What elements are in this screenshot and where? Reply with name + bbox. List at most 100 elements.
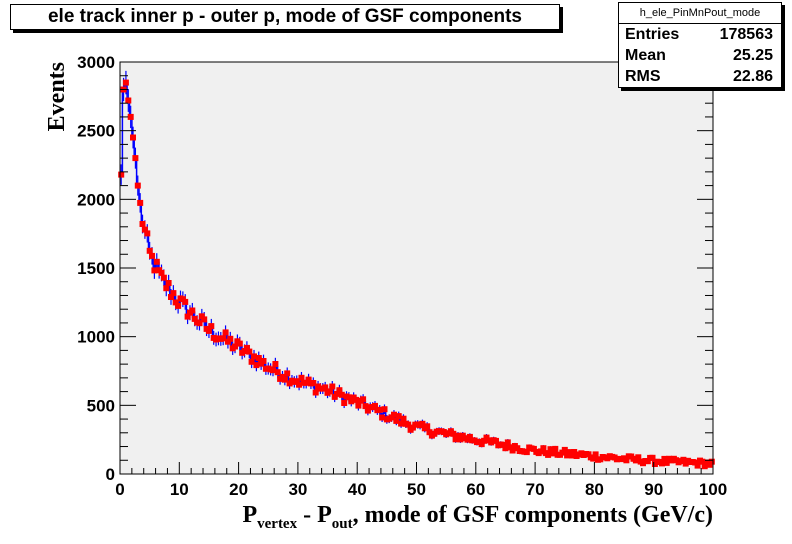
data-point <box>450 430 457 437</box>
data-point <box>182 298 189 305</box>
data-point <box>391 411 397 418</box>
data-point <box>284 370 291 377</box>
data-point <box>130 134 136 141</box>
x-tick-label: 100 <box>699 480 727 499</box>
data-point <box>564 452 571 459</box>
plot-frame <box>119 61 714 475</box>
data-point <box>246 348 253 355</box>
data-point <box>293 378 300 385</box>
x-tick-label: 80 <box>585 480 604 499</box>
data-point <box>163 285 170 292</box>
data-point <box>561 446 568 453</box>
plot-area <box>120 62 713 474</box>
data-point <box>509 447 516 454</box>
data-point <box>364 407 371 414</box>
data-point <box>571 449 578 455</box>
data-point <box>381 406 388 413</box>
data-point <box>623 457 630 464</box>
data-point <box>184 313 191 320</box>
data-point <box>353 396 359 403</box>
x-tick-label: 50 <box>407 480 426 499</box>
data-point <box>270 367 276 374</box>
data-point <box>125 97 132 104</box>
data-point <box>552 445 559 452</box>
stats-row-mean: Mean 25.25 <box>625 46 773 64</box>
data-point <box>137 199 144 206</box>
data-point <box>452 436 459 443</box>
data-point <box>345 394 352 401</box>
data-point <box>253 362 260 369</box>
data-point <box>310 380 317 386</box>
y-tick-label: 500 <box>87 396 115 415</box>
data-point <box>701 463 708 470</box>
data-point <box>549 450 556 457</box>
data-point <box>201 316 208 323</box>
y-tick-labels: 0 500 1000 1500 2000 2500 3000 <box>77 53 115 484</box>
y-tick-label: 2500 <box>77 122 115 141</box>
x-tick-label: 0 <box>115 480 124 499</box>
data-point <box>222 329 229 336</box>
data-point <box>523 449 530 456</box>
data-point <box>134 182 141 189</box>
data-point <box>151 267 158 274</box>
x-tick-label: 40 <box>348 480 367 499</box>
data-point <box>692 459 699 466</box>
data-point <box>260 358 267 364</box>
data-point <box>493 437 499 444</box>
data-point <box>122 79 129 86</box>
data-point <box>191 315 198 322</box>
data-point <box>232 343 238 350</box>
data-point <box>400 415 407 422</box>
y-tick-label: 0 <box>106 465 115 484</box>
data-point <box>699 458 706 465</box>
data-point <box>312 389 319 396</box>
y-axis-title: Events <box>44 62 70 131</box>
stats-histogram-name: h_ele_PinMnPout_mode <box>619 3 781 24</box>
data-point <box>341 400 348 406</box>
data-point <box>457 436 464 443</box>
data-point <box>336 387 343 394</box>
y-tick-label: 3000 <box>77 53 115 72</box>
data-point <box>118 171 125 178</box>
data-point <box>426 429 433 436</box>
y-tick-label: 2000 <box>77 190 115 209</box>
data-point <box>500 441 507 448</box>
x-axis-title: Pvertex - Pout, mode of GSF components (… <box>242 502 713 532</box>
data-point <box>680 456 687 463</box>
data-point <box>329 383 336 390</box>
data-point <box>478 441 485 448</box>
data-point <box>659 460 665 467</box>
data-point <box>281 376 288 383</box>
data-point <box>196 320 203 327</box>
data-point <box>649 454 656 461</box>
data-point <box>170 290 177 297</box>
data-point <box>322 384 329 391</box>
data-point <box>355 402 362 409</box>
data-point <box>241 348 248 354</box>
data-point <box>251 353 257 360</box>
data-point <box>334 390 340 397</box>
data-point <box>379 414 386 421</box>
data-point <box>590 455 597 462</box>
data-point <box>632 457 639 464</box>
chart-title-text: ele track inner p - outer p, mode of GSF… <box>47 6 522 27</box>
x-tick-label: 90 <box>644 480 663 499</box>
data-point <box>419 420 426 427</box>
data-point <box>168 294 174 300</box>
stats-box: h_ele_PinMnPout_mode Entries 178563 Mean 2… <box>618 2 782 88</box>
data-point <box>205 327 212 334</box>
data-point <box>132 155 139 162</box>
data-point <box>149 252 155 259</box>
data-point <box>255 355 262 361</box>
data-point <box>326 388 333 395</box>
data-point <box>545 451 552 458</box>
data-point <box>338 391 345 398</box>
data-point <box>139 221 146 227</box>
stats-row-entries: Entries 178563 <box>625 25 773 43</box>
data-point <box>248 358 255 365</box>
data-point <box>504 439 511 446</box>
x-tick-label: 10 <box>170 480 189 499</box>
data-point <box>708 458 715 465</box>
data-point <box>405 421 412 428</box>
